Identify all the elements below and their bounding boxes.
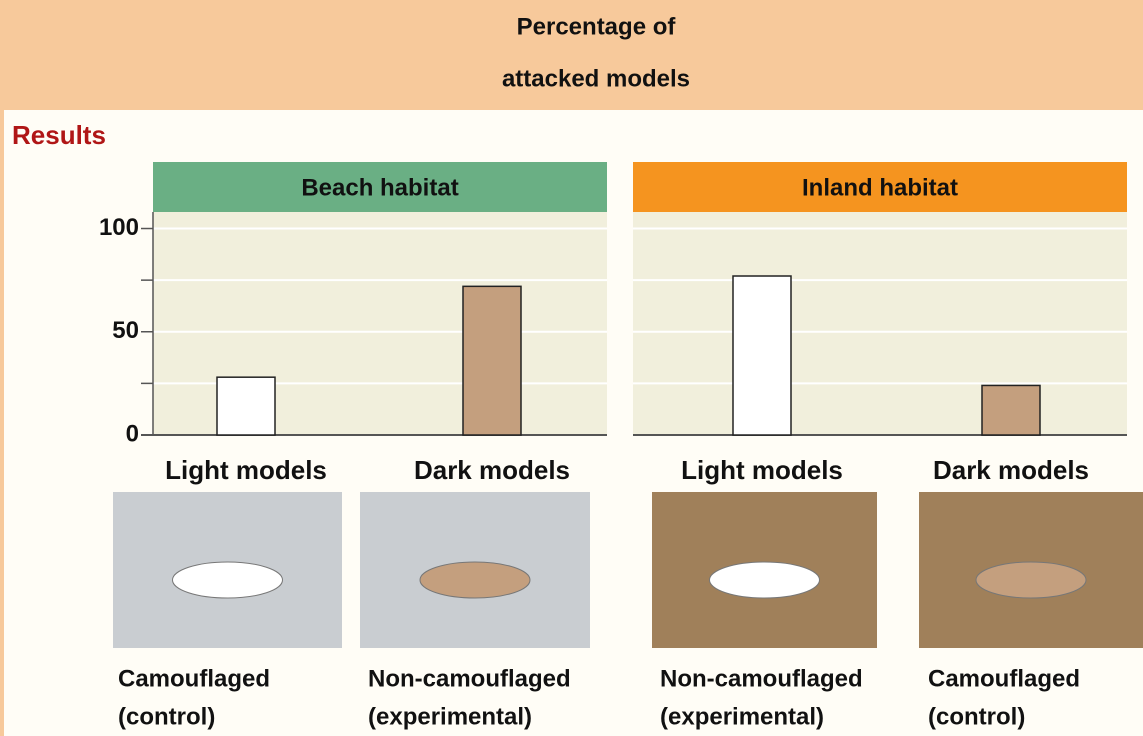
plot-area [633, 212, 1127, 435]
y-tick-label: 0 [126, 420, 139, 447]
x-tick-label: Dark models [933, 455, 1089, 485]
panel-title: Beach habitat [301, 174, 458, 201]
x-tick-label: Dark models [414, 455, 570, 485]
photo-caption: (experimental) [660, 703, 824, 730]
photo-caption: (control) [118, 703, 215, 730]
photo-caption: Camouflaged [928, 665, 1080, 692]
photo-model [419, 561, 531, 599]
photo-caption: Non-camouflaged [660, 665, 863, 692]
photo-caption: (experimental) [368, 703, 532, 730]
photo-model [172, 561, 283, 599]
header-line: Percentage of [517, 13, 677, 40]
photo-model [975, 561, 1087, 599]
panel-header [633, 162, 1127, 212]
bar [732, 275, 792, 436]
section-label: Results [12, 120, 106, 150]
header-line: attacked models [502, 65, 690, 92]
bar [981, 384, 1041, 436]
x-tick-label: Light models [681, 455, 843, 485]
y-tick-label: 100 [99, 214, 139, 241]
photo-caption: Non-camouflaged [368, 665, 571, 692]
y-tick-label: 50 [112, 317, 139, 344]
bar [216, 376, 276, 436]
bar [462, 285, 522, 436]
panel-title: Inland habitat [802, 174, 958, 201]
x-tick-label: Light models [165, 455, 327, 485]
photo-model [709, 561, 820, 599]
photo-caption: Camouflaged [118, 665, 270, 692]
photo-caption: (control) [928, 703, 1025, 730]
panel-header [153, 162, 607, 212]
